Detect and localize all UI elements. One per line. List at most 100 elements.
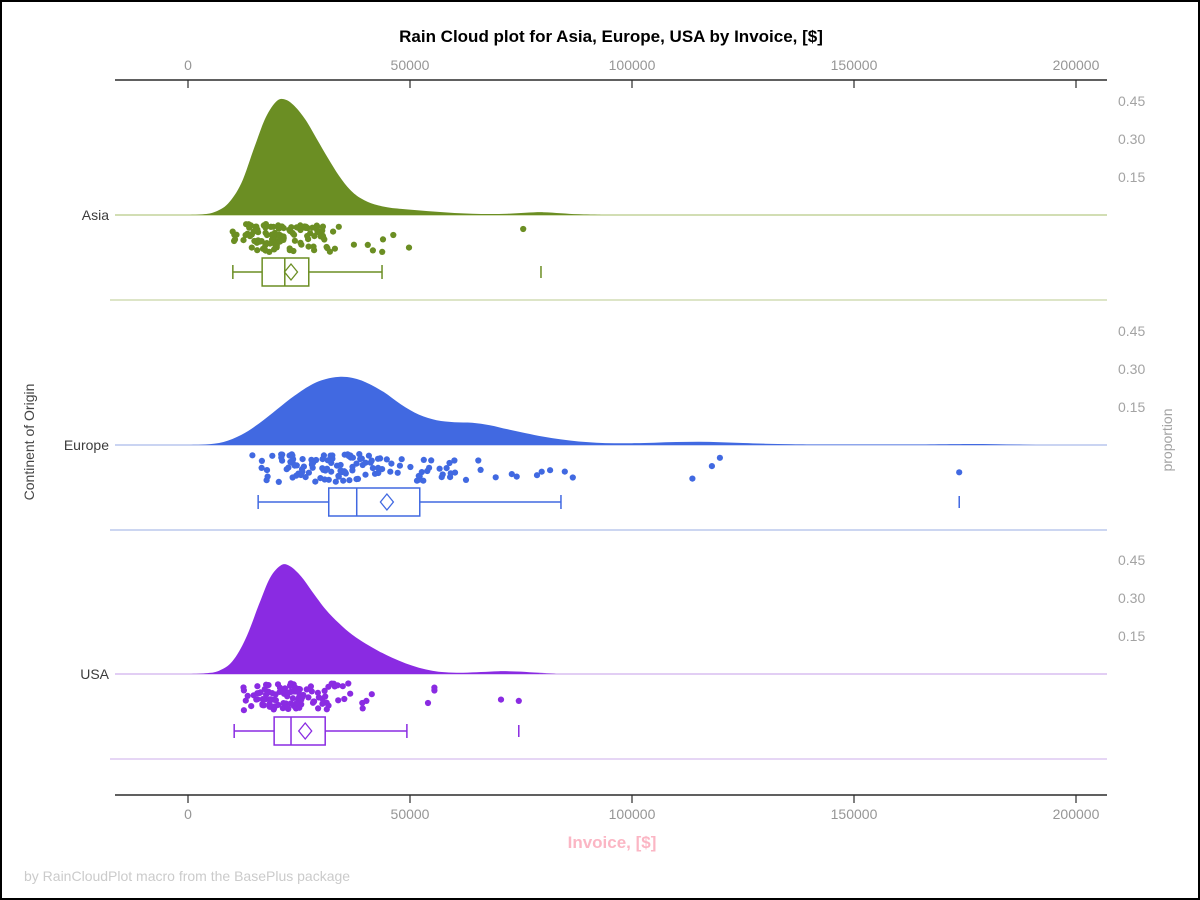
rain-point <box>262 247 269 254</box>
rain-point <box>256 689 263 697</box>
rain-point <box>298 696 305 704</box>
proportion-tick-label: 0.45 <box>1118 323 1145 339</box>
rain-point <box>364 241 371 248</box>
rain-point <box>337 461 344 469</box>
rain-point <box>289 695 296 702</box>
rain-point <box>266 696 274 703</box>
rain-point <box>345 680 352 687</box>
rain-point <box>276 238 284 245</box>
rain-point <box>249 452 256 459</box>
proportion-axis-asia: 0.45 0.30 0.15 <box>1118 93 1145 185</box>
category-label-asia: Asia <box>82 207 109 223</box>
rain-point <box>477 466 484 473</box>
rain-point <box>275 225 282 232</box>
rain-point <box>462 476 470 483</box>
rain-points-asia <box>229 221 527 255</box>
rain-point <box>424 467 431 475</box>
y-axis-title-right: proportion <box>1159 408 1175 471</box>
rain-point <box>258 464 265 471</box>
rain-point <box>369 465 376 472</box>
proportion-tick-label: 0.45 <box>1118 93 1145 109</box>
rain-point <box>357 455 364 463</box>
rain-point <box>369 247 376 254</box>
rain-point <box>275 701 282 709</box>
rain-point <box>383 456 390 463</box>
rain-point <box>278 451 285 458</box>
top-axis-tick-label: 100000 <box>609 57 656 73</box>
rain-point <box>293 462 300 469</box>
rain-point <box>258 238 265 245</box>
rain-points-europe <box>249 451 963 485</box>
rain-point <box>327 452 334 459</box>
bottom-axis-tick-label: 100000 <box>609 806 656 822</box>
bottom-axis-tick-label: 0 <box>184 806 192 822</box>
rain-point <box>285 689 292 696</box>
rain-point <box>439 471 446 478</box>
rain-point <box>294 224 301 231</box>
rain-point <box>275 478 282 485</box>
rain-point <box>319 700 326 707</box>
rain-point <box>446 459 453 467</box>
rain-point-outlier <box>716 454 724 461</box>
rain-point <box>424 699 432 707</box>
density-curve-asia <box>188 98 1076 215</box>
rain-point <box>428 457 435 464</box>
rain-point <box>272 697 279 704</box>
rain-point <box>341 695 348 703</box>
rain-point <box>304 232 311 240</box>
rain-point <box>396 462 403 469</box>
rain-point <box>240 707 247 714</box>
rain-point <box>284 704 291 711</box>
rain-point <box>346 477 353 484</box>
rain-point <box>367 459 374 466</box>
rain-point <box>538 468 545 475</box>
rain-point <box>292 684 299 691</box>
rain-point <box>436 465 443 472</box>
rain-point <box>420 456 427 463</box>
rain-point <box>248 703 255 710</box>
rain-point <box>508 471 515 478</box>
rain-point <box>254 696 261 703</box>
rain-point <box>332 478 339 485</box>
rain-point <box>315 705 322 712</box>
rain-point <box>359 699 366 707</box>
rain-point <box>345 452 352 460</box>
rain-point <box>451 469 459 476</box>
rain-point <box>254 226 261 233</box>
top-axis-tick-label: 150000 <box>831 57 878 73</box>
panel-usa <box>110 564 1107 760</box>
rain-point <box>322 693 329 700</box>
rain-point <box>407 463 414 471</box>
rain-point <box>368 691 375 698</box>
rain-point <box>513 473 520 480</box>
rain-point <box>287 700 295 707</box>
top-axis-tick-label: 200000 <box>1053 57 1100 73</box>
bottom-axis-tick-label: 150000 <box>831 806 878 822</box>
rain-point <box>289 452 296 459</box>
rain-point <box>307 683 314 690</box>
rain-point <box>569 474 576 481</box>
rain-point <box>314 689 321 696</box>
rain-point <box>431 684 438 691</box>
proportion-tick-label: 0.30 <box>1118 590 1145 606</box>
rain-point <box>263 691 270 698</box>
rain-point <box>354 475 362 482</box>
rain-point <box>302 223 310 230</box>
rain-point <box>302 474 309 481</box>
category-label-europe: Europe <box>64 437 109 453</box>
rain-point <box>248 244 255 251</box>
chart-title: Rain Cloud plot for Asia, Europe, USA by… <box>399 27 823 46</box>
rain-point <box>339 683 346 690</box>
rain-point <box>250 692 257 699</box>
rain-point <box>254 247 261 254</box>
rain-point <box>374 455 382 462</box>
rain-point <box>323 706 330 713</box>
rain-point <box>375 464 382 471</box>
rain-point-outlier <box>689 475 696 482</box>
rain-point <box>398 456 405 463</box>
rain-point <box>258 457 265 464</box>
rain-point <box>330 228 337 235</box>
bottom-axis-tick-label: 200000 <box>1053 806 1100 822</box>
rain-point <box>340 477 347 484</box>
rain-point <box>319 223 326 230</box>
